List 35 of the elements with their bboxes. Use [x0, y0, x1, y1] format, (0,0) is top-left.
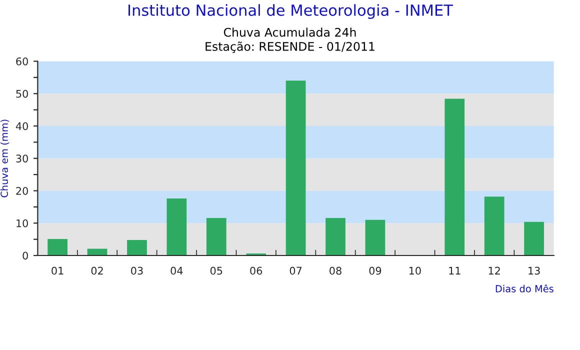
y-tick-label: 40	[16, 122, 28, 130]
bar	[326, 218, 346, 256]
y-tick-label: 10	[16, 219, 28, 228]
x-tick-label: 09	[369, 266, 382, 275]
x-tick-label: 05	[210, 266, 222, 275]
chart-subtitle: Chuva Acumulada 24h Estação: RESENDE - 01/2011	[206, 28, 374, 54]
x-tick-label: 07	[290, 266, 302, 275]
bar	[48, 238, 68, 256]
x-axis-title: Dias do Mês	[496, 284, 554, 292]
x-tick-label: 01	[52, 266, 64, 275]
y-tick-label: 50	[16, 90, 28, 98]
x-tick-label: 06	[250, 266, 262, 275]
x-tick-label: 11	[449, 266, 460, 275]
bar	[87, 248, 108, 256]
x-tick-label: 12	[488, 266, 500, 275]
x-tick-label: 13	[528, 266, 540, 275]
y-tick-label: 20	[16, 186, 28, 195]
y-axis-title: Chuva em (mm)	[0, 120, 10, 198]
x-tick-label: 08	[330, 266, 342, 275]
x-tick-label: 03	[131, 266, 143, 275]
bar	[365, 220, 386, 256]
x-tick-label: 04	[170, 266, 183, 275]
bar	[484, 196, 504, 256]
x-tick-label: 02	[91, 266, 103, 275]
bar	[206, 218, 226, 256]
bar	[166, 198, 187, 256]
bar	[524, 222, 544, 256]
bar	[444, 98, 465, 256]
chart-title: Instituto Nacional de Meteorologia - INMET	[128, 4, 454, 19]
y-tick-label: 60	[16, 57, 28, 66]
bar	[286, 80, 306, 256]
y-tick-label: 30	[16, 154, 28, 162]
x-tick-label: 10	[409, 266, 421, 275]
y-tick-label: 0	[22, 252, 28, 260]
bar	[127, 240, 147, 256]
